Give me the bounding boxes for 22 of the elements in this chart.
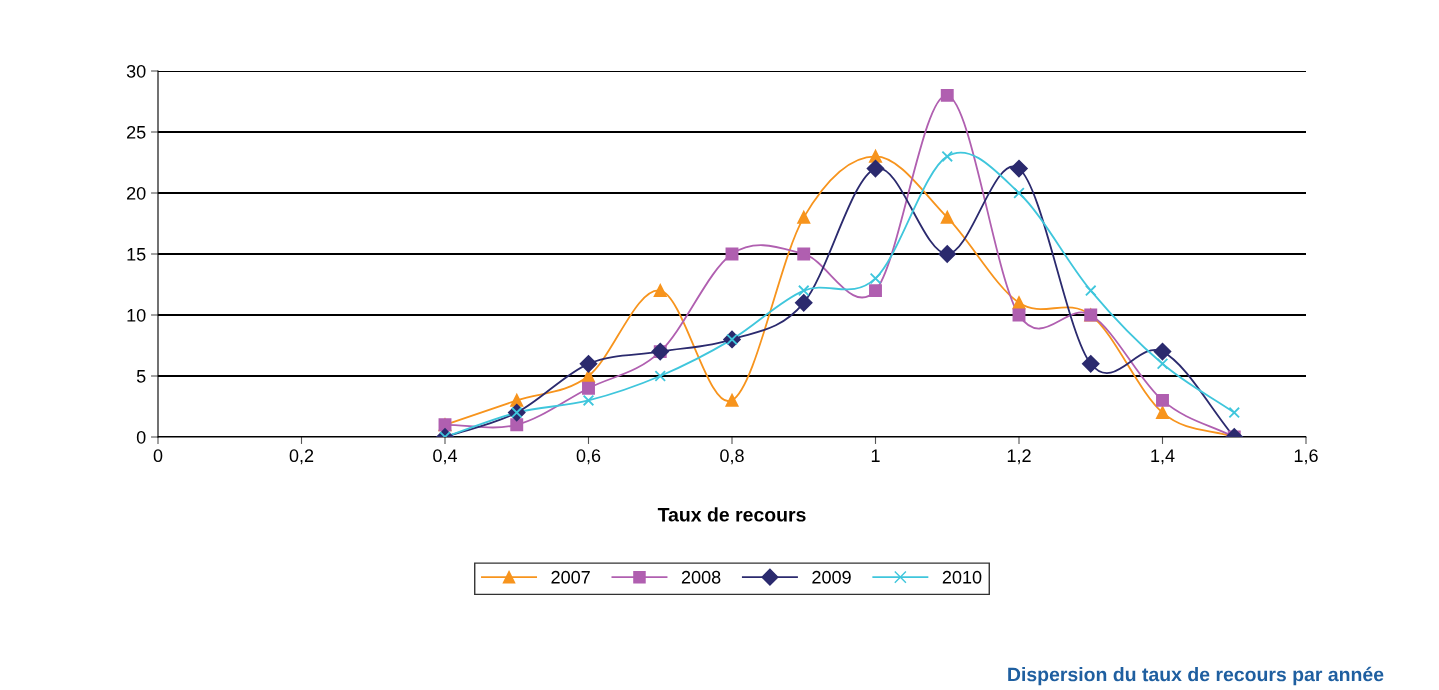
y-tick-label: 25 (127, 125, 146, 139)
x-tick-label: 0,6 (576, 449, 601, 465)
y-tick-label: 30 (126, 64, 146, 78)
text: Dispersion du taux de recours par année (1008, 666, 1384, 686)
y-tick-label: 10 (127, 308, 146, 322)
x-tick-label: 1,6 (1294, 449, 1318, 465)
x-tick-label: 0,8 (720, 449, 744, 465)
x-tick-label: 0 (153, 449, 163, 463)
x-tick-label: 0,4 (433, 449, 458, 465)
legend-label: 2010 (942, 570, 982, 584)
x-tick-label: 1,2 (1007, 449, 1031, 465)
x-tick-label: 1,4 (1151, 449, 1175, 465)
legend-label: 2009 (812, 570, 851, 584)
y-tick-label: 15 (127, 248, 146, 261)
y-tick-label: 0 (136, 430, 146, 444)
legend-label: 2007 (551, 570, 590, 584)
legend-label: 2008 (681, 570, 721, 584)
x-tick-label: 1 (871, 449, 880, 462)
y-tick-label: 20 (127, 186, 146, 200)
x-tick-label: 0,2 (289, 449, 314, 465)
x-axis-title: Taux de recours (657, 507, 806, 522)
y-tick-label: 5 (136, 370, 146, 383)
